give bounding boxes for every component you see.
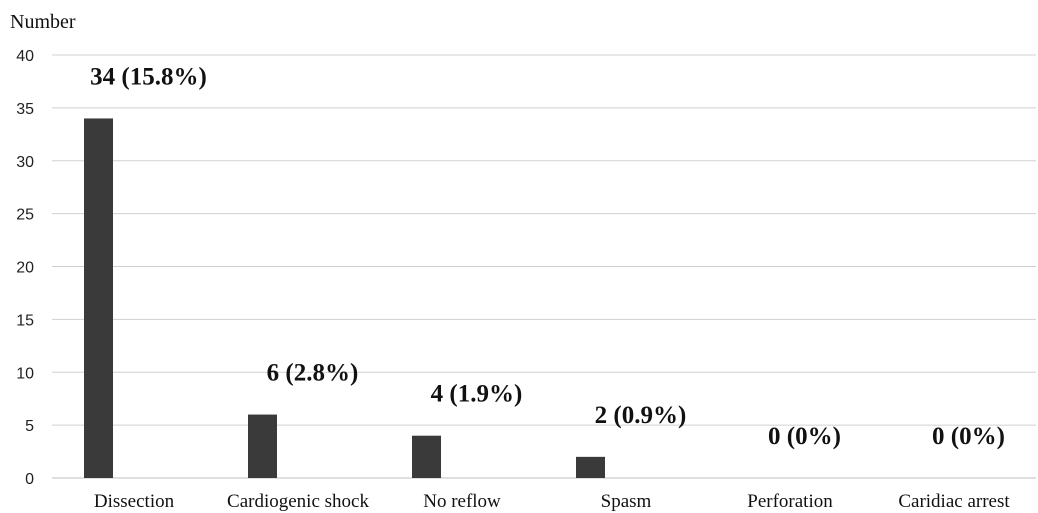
data-label: 4 (1.9%) bbox=[431, 381, 523, 408]
bars bbox=[84, 118, 605, 478]
data-labels: 34 (15.8%) 6 (2.8%) 4 (1.9%) 2 (0.9%) 0 (0%)… bbox=[90, 63, 1005, 450]
y-tick-label: 40 bbox=[16, 48, 34, 65]
bar bbox=[576, 456, 605, 478]
bar bbox=[412, 435, 441, 478]
data-label: 2 (0.9%) bbox=[595, 402, 687, 429]
data-label: 34 (15.8%) bbox=[90, 63, 207, 90]
y-tick-label: 35 bbox=[16, 101, 34, 118]
y-tick-label: 5 bbox=[25, 418, 34, 435]
x-tick-label: Perforation bbox=[747, 491, 833, 512]
gridlines bbox=[52, 54, 1036, 479]
data-label: 0 (0%) bbox=[932, 423, 1005, 450]
data-label: 0 (0%) bbox=[768, 423, 841, 450]
x-tick-label: Cardiogenic shock bbox=[227, 491, 369, 512]
x-tick-label: No reflow bbox=[423, 491, 501, 512]
x-tick-label: Caridiac arrest bbox=[898, 491, 1010, 512]
x-tick-label: Dissection bbox=[94, 491, 175, 512]
y-tick-label: 0 bbox=[25, 471, 34, 488]
data-label: 6 (2.8%) bbox=[267, 360, 359, 387]
y-axis-ticks: 0 5 10 15 20 25 30 35 40 bbox=[16, 48, 34, 488]
category-labels: Dissection Cardiogenic shock No reflow Spas… bbox=[94, 491, 1010, 512]
x-tick-label: Spasm bbox=[601, 491, 652, 512]
y-tick-label: 25 bbox=[16, 207, 34, 224]
y-axis-label: Number bbox=[10, 11, 76, 33]
y-tick-label: 20 bbox=[16, 260, 34, 277]
y-tick-label: 10 bbox=[16, 365, 34, 382]
y-tick-label: 30 bbox=[16, 154, 34, 171]
bar bbox=[84, 118, 113, 478]
y-tick-label: 15 bbox=[16, 312, 34, 329]
bar bbox=[248, 414, 277, 478]
